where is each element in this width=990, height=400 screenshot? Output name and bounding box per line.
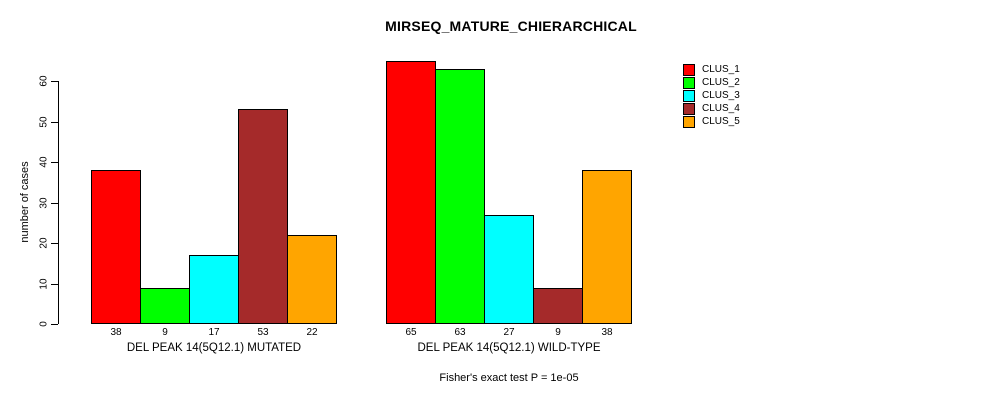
legend-swatch-clus_1: [683, 64, 695, 76]
y-tick: [51, 162, 58, 163]
bar-value-label: 65: [405, 327, 417, 338]
group-label: DEL PEAK 14(5Q12.1) WILD-TYPE: [417, 342, 601, 354]
bar-value-label: 9: [162, 327, 168, 338]
legend-swatch-clus_5: [683, 116, 695, 128]
legend-swatch-clus_3: [683, 90, 695, 102]
legend-swatch-clus_4: [683, 103, 695, 115]
bar: [91, 170, 141, 324]
y-tick-label: 50: [38, 116, 50, 128]
y-tick-label: 60: [38, 75, 50, 87]
y-axis-label: number of cases: [19, 161, 31, 243]
bar: [238, 109, 288, 324]
bar-value-label: 9: [555, 327, 561, 338]
caption: Fisher's exact test P = 1e-05: [439, 372, 579, 384]
y-tick: [51, 203, 58, 204]
bar-value-label: 38: [110, 327, 122, 338]
bar: [582, 170, 632, 324]
bar-value-label: 38: [601, 327, 613, 338]
bar: [189, 255, 239, 324]
y-tick-label: 30: [38, 197, 50, 209]
legend-label: CLUS_2: [702, 77, 740, 88]
legend-label: CLUS_5: [702, 116, 740, 127]
group-label: DEL PEAK 14(5Q12.1) MUTATED: [126, 342, 302, 354]
chart-title: MIRSEQ_MATURE_CHIERARCHICAL: [385, 18, 637, 34]
bar: [386, 61, 436, 324]
bar: [287, 235, 337, 324]
bar: [533, 288, 583, 324]
bar-value-label: 17: [208, 327, 220, 338]
y-tick: [51, 284, 58, 285]
legend-swatch-clus_2: [683, 77, 695, 89]
y-tick-label: 10: [38, 278, 50, 290]
y-tick: [51, 122, 58, 123]
legend-label: CLUS_3: [702, 90, 740, 101]
y-tick-label: 0: [38, 321, 50, 327]
y-tick-label: 20: [38, 237, 50, 249]
bar: [435, 69, 485, 324]
y-tick-label: 40: [38, 156, 50, 168]
bar: [140, 288, 190, 324]
y-tick: [51, 81, 58, 82]
bar-value-label: 22: [306, 327, 318, 338]
bar-value-label: 27: [503, 327, 515, 338]
bar-value-label: 63: [454, 327, 466, 338]
y-axis-line: [58, 81, 59, 324]
bar-value-label: 53: [257, 327, 269, 338]
bar: [484, 215, 534, 324]
legend-label: CLUS_1: [702, 64, 740, 75]
legend-label: CLUS_4: [702, 103, 740, 114]
y-tick: [51, 324, 58, 325]
y-tick: [51, 243, 58, 244]
